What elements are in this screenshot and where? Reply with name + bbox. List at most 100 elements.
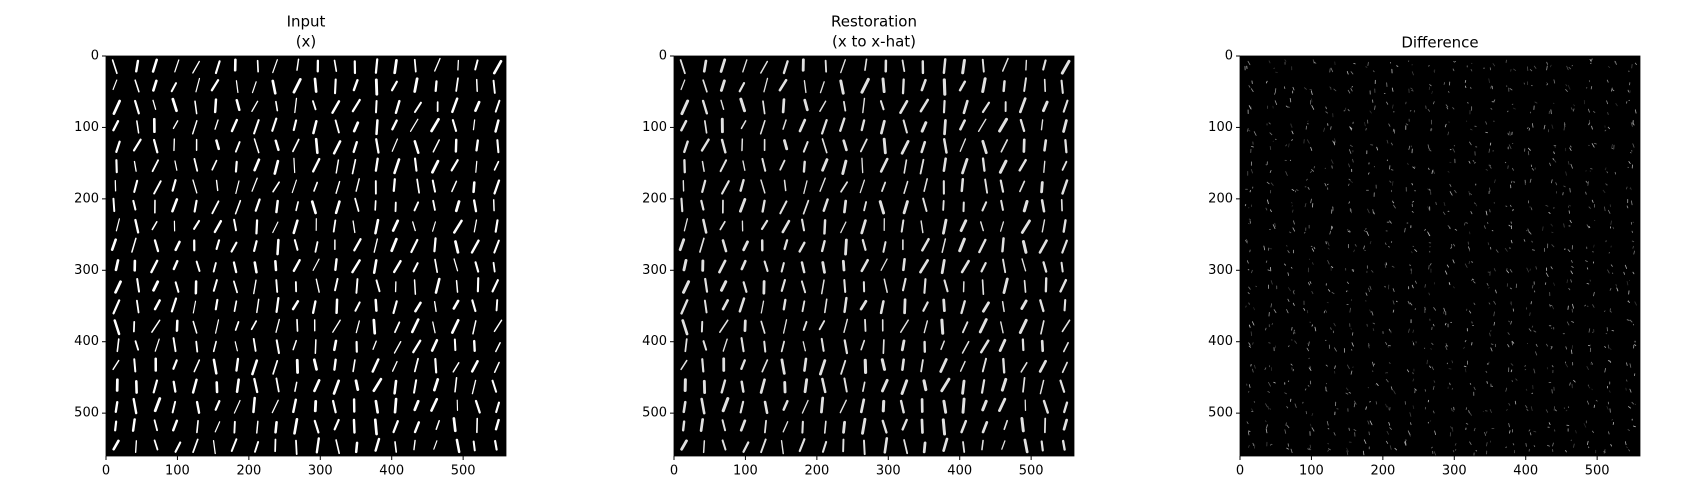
pixel-stroke: [1369, 110, 1372, 114]
digit-stroke: [1000, 139, 1009, 153]
digit-stroke: [979, 221, 984, 232]
digit-stroke: [761, 157, 767, 172]
digit-stroke: [820, 119, 828, 135]
digit-stroke: [132, 138, 142, 152]
pixel-stroke: [1553, 79, 1556, 84]
pixel-stroke: [1443, 202, 1446, 206]
pixel-stroke: [1505, 387, 1508, 392]
pixel-stroke: [1484, 431, 1487, 436]
pixel-stroke: [1250, 88, 1254, 93]
digit-stroke: [433, 440, 438, 450]
pixel-stroke: [1375, 383, 1377, 386]
pixel-stroke: [1408, 145, 1411, 150]
digit-stroke: [883, 278, 888, 293]
pixel-stroke: [1411, 71, 1414, 76]
digit-stroke: [680, 79, 686, 91]
pixel-stroke: [1389, 427, 1392, 430]
digit-stroke: [678, 238, 686, 252]
digit-stroke: [453, 258, 459, 272]
digit-stroke: [213, 219, 223, 234]
digit-stroke: [859, 138, 868, 153]
digit-stroke: [433, 237, 437, 253]
digit-stroke: [701, 160, 705, 172]
pixel-stroke: [1608, 347, 1612, 351]
pixel-stroke: [1286, 309, 1289, 314]
pixel-stroke: [1531, 325, 1534, 328]
digit-stroke: [294, 97, 298, 114]
pixel-stroke: [1248, 302, 1250, 305]
digit-stroke: [1042, 261, 1048, 273]
pixel-stroke: [1626, 379, 1628, 382]
pixel-stroke: [1274, 91, 1276, 95]
pixel-stroke: [1308, 341, 1310, 347]
digit-stroke: [1059, 278, 1068, 293]
pixel-stroke: [1290, 363, 1293, 366]
digit-stroke: [1023, 77, 1027, 93]
pixel-stroke: [1385, 379, 1389, 383]
pixel-stroke: [1515, 378, 1518, 381]
digit-stroke: [863, 201, 868, 212]
digit-stroke: [780, 439, 784, 455]
pixel-stroke: [1353, 429, 1357, 432]
pixel-stroke: [1615, 103, 1618, 107]
digit-stroke: [1002, 277, 1009, 294]
digit-stroke: [413, 421, 421, 434]
digit-stroke: [980, 379, 986, 394]
digit-stroke: [492, 79, 496, 94]
x-tick-label: 300: [308, 464, 333, 479]
digit-stroke: [374, 298, 378, 312]
pixel-stroke: [1450, 246, 1453, 249]
y-tick-label: 200: [642, 191, 667, 206]
digit-stroke: [152, 379, 159, 394]
pixel-stroke: [1264, 367, 1267, 371]
digit-stroke: [959, 360, 966, 372]
digit-stroke: [212, 279, 218, 292]
pixel-stroke: [1247, 292, 1250, 295]
pixel-stroke: [1593, 291, 1595, 297]
digit-stroke: [292, 138, 300, 153]
pixel-stroke: [1330, 159, 1334, 164]
digit-stroke: [152, 79, 158, 92]
pixel-stroke: [1469, 441, 1472, 445]
digit-stroke: [900, 339, 906, 352]
pixel-stroke: [1284, 263, 1286, 266]
digit-stroke: [1040, 320, 1045, 335]
pixel-stroke: [1427, 108, 1431, 112]
digit-stroke: [942, 218, 948, 235]
pixel-stroke: [1631, 401, 1634, 405]
pixel-stroke: [1625, 186, 1628, 190]
pixel-stroke: [1312, 59, 1315, 64]
pixel-stroke: [1265, 428, 1268, 434]
pixel-stroke: [1306, 347, 1309, 352]
digit-stroke: [839, 79, 845, 95]
pixel-stroke: [1493, 268, 1496, 272]
pixel-stroke: [1348, 201, 1350, 204]
digit-stroke: [430, 397, 439, 412]
pixel-stroke: [1307, 139, 1310, 144]
digit-stroke: [803, 180, 808, 195]
digit-stroke: [275, 339, 280, 355]
digit-stroke: [251, 359, 259, 376]
pixel-stroke: [1575, 430, 1577, 434]
digit-stroke: [331, 399, 337, 414]
digit-stroke: [413, 379, 418, 394]
digit-stroke: [272, 59, 278, 74]
pixel-stroke: [1533, 445, 1536, 447]
pixel-stroke: [1604, 310, 1606, 312]
digit-stroke: [114, 420, 118, 432]
digit-stroke: [680, 99, 690, 116]
pixel-stroke: [1485, 210, 1488, 216]
digit-stroke: [844, 238, 848, 256]
digit-stroke: [371, 358, 380, 373]
pixel-stroke: [1506, 270, 1509, 274]
digit-stroke: [763, 419, 767, 434]
digit-stroke: [681, 319, 689, 336]
digit-stroke: [783, 179, 787, 192]
pixel-stroke: [1472, 278, 1475, 281]
pixel-stroke: [1588, 328, 1591, 333]
digit-stroke: [251, 81, 257, 94]
pixel-stroke: [1289, 98, 1292, 103]
pixel-stroke: [1369, 285, 1372, 290]
pixel-stroke: [1266, 181, 1270, 185]
digit-stroke: [413, 58, 417, 73]
